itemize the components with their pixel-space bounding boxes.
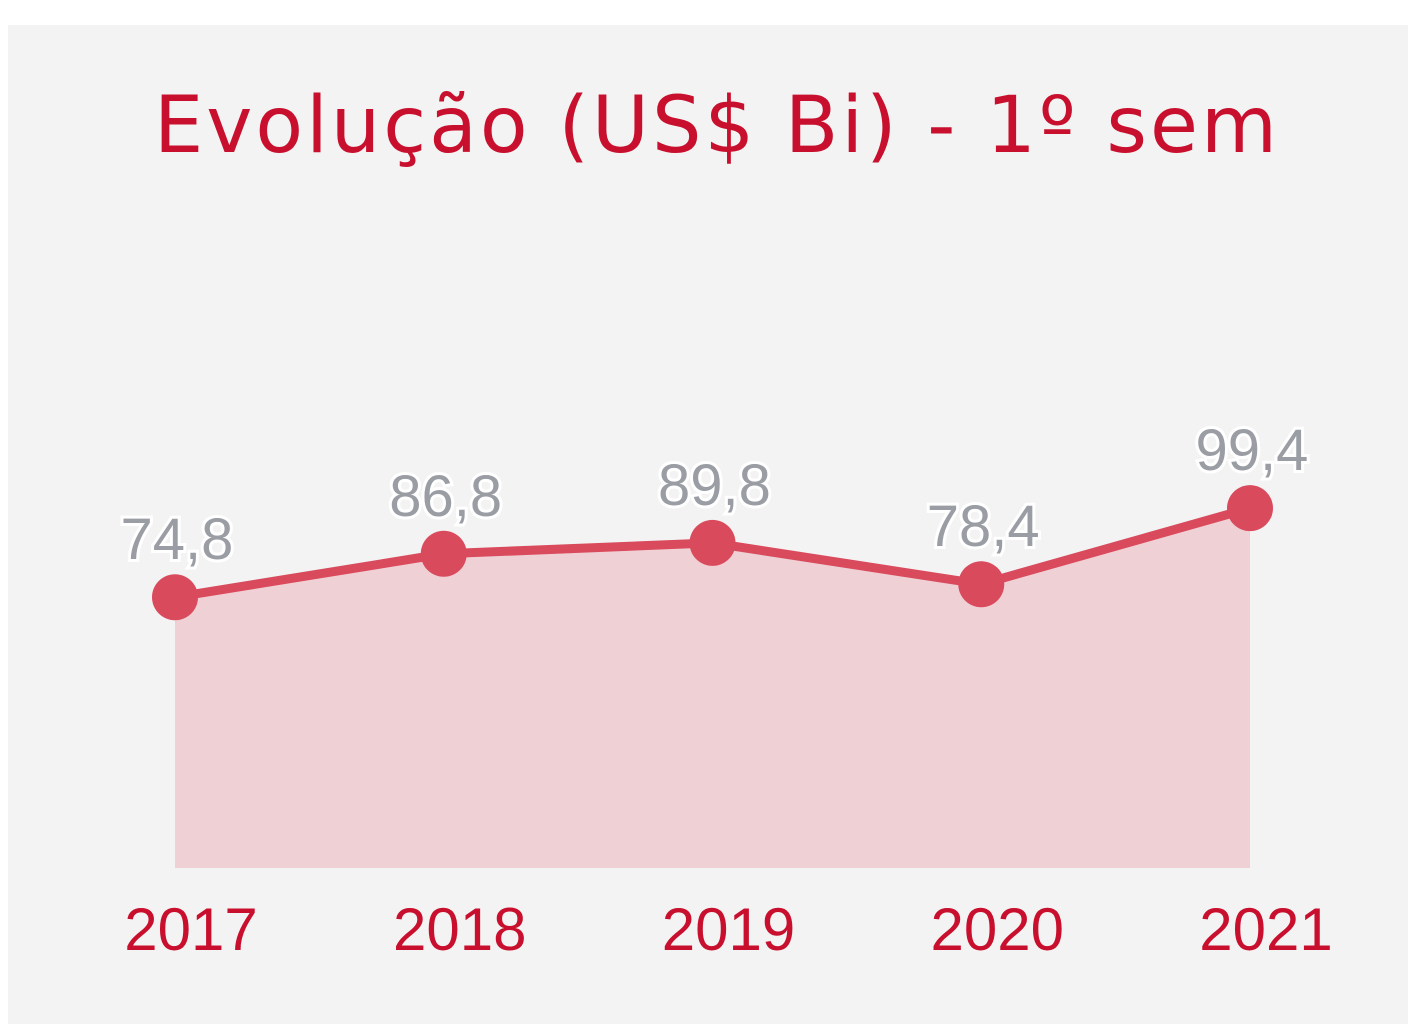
point [152,574,198,621]
value-label: 78,4 [927,494,1040,559]
value-label: 99,4 [1196,418,1309,483]
point [689,519,736,566]
point [958,561,1005,608]
point [420,530,467,577]
value-label: 86,8 [389,464,502,529]
value-label: 74,8 [121,507,234,572]
value-label: 89,8 [658,453,771,518]
point [1227,485,1273,532]
x-tick-label: 2020 [931,896,1064,963]
chart-title: Evolução (US$ Bi) - 1º sem [154,81,1280,171]
x-tick-label: 2019 [662,896,795,963]
x-tick-label: 2018 [393,896,526,963]
x-tick-label: 2017 [124,896,257,963]
x-tick-label: 2021 [1199,896,1332,963]
